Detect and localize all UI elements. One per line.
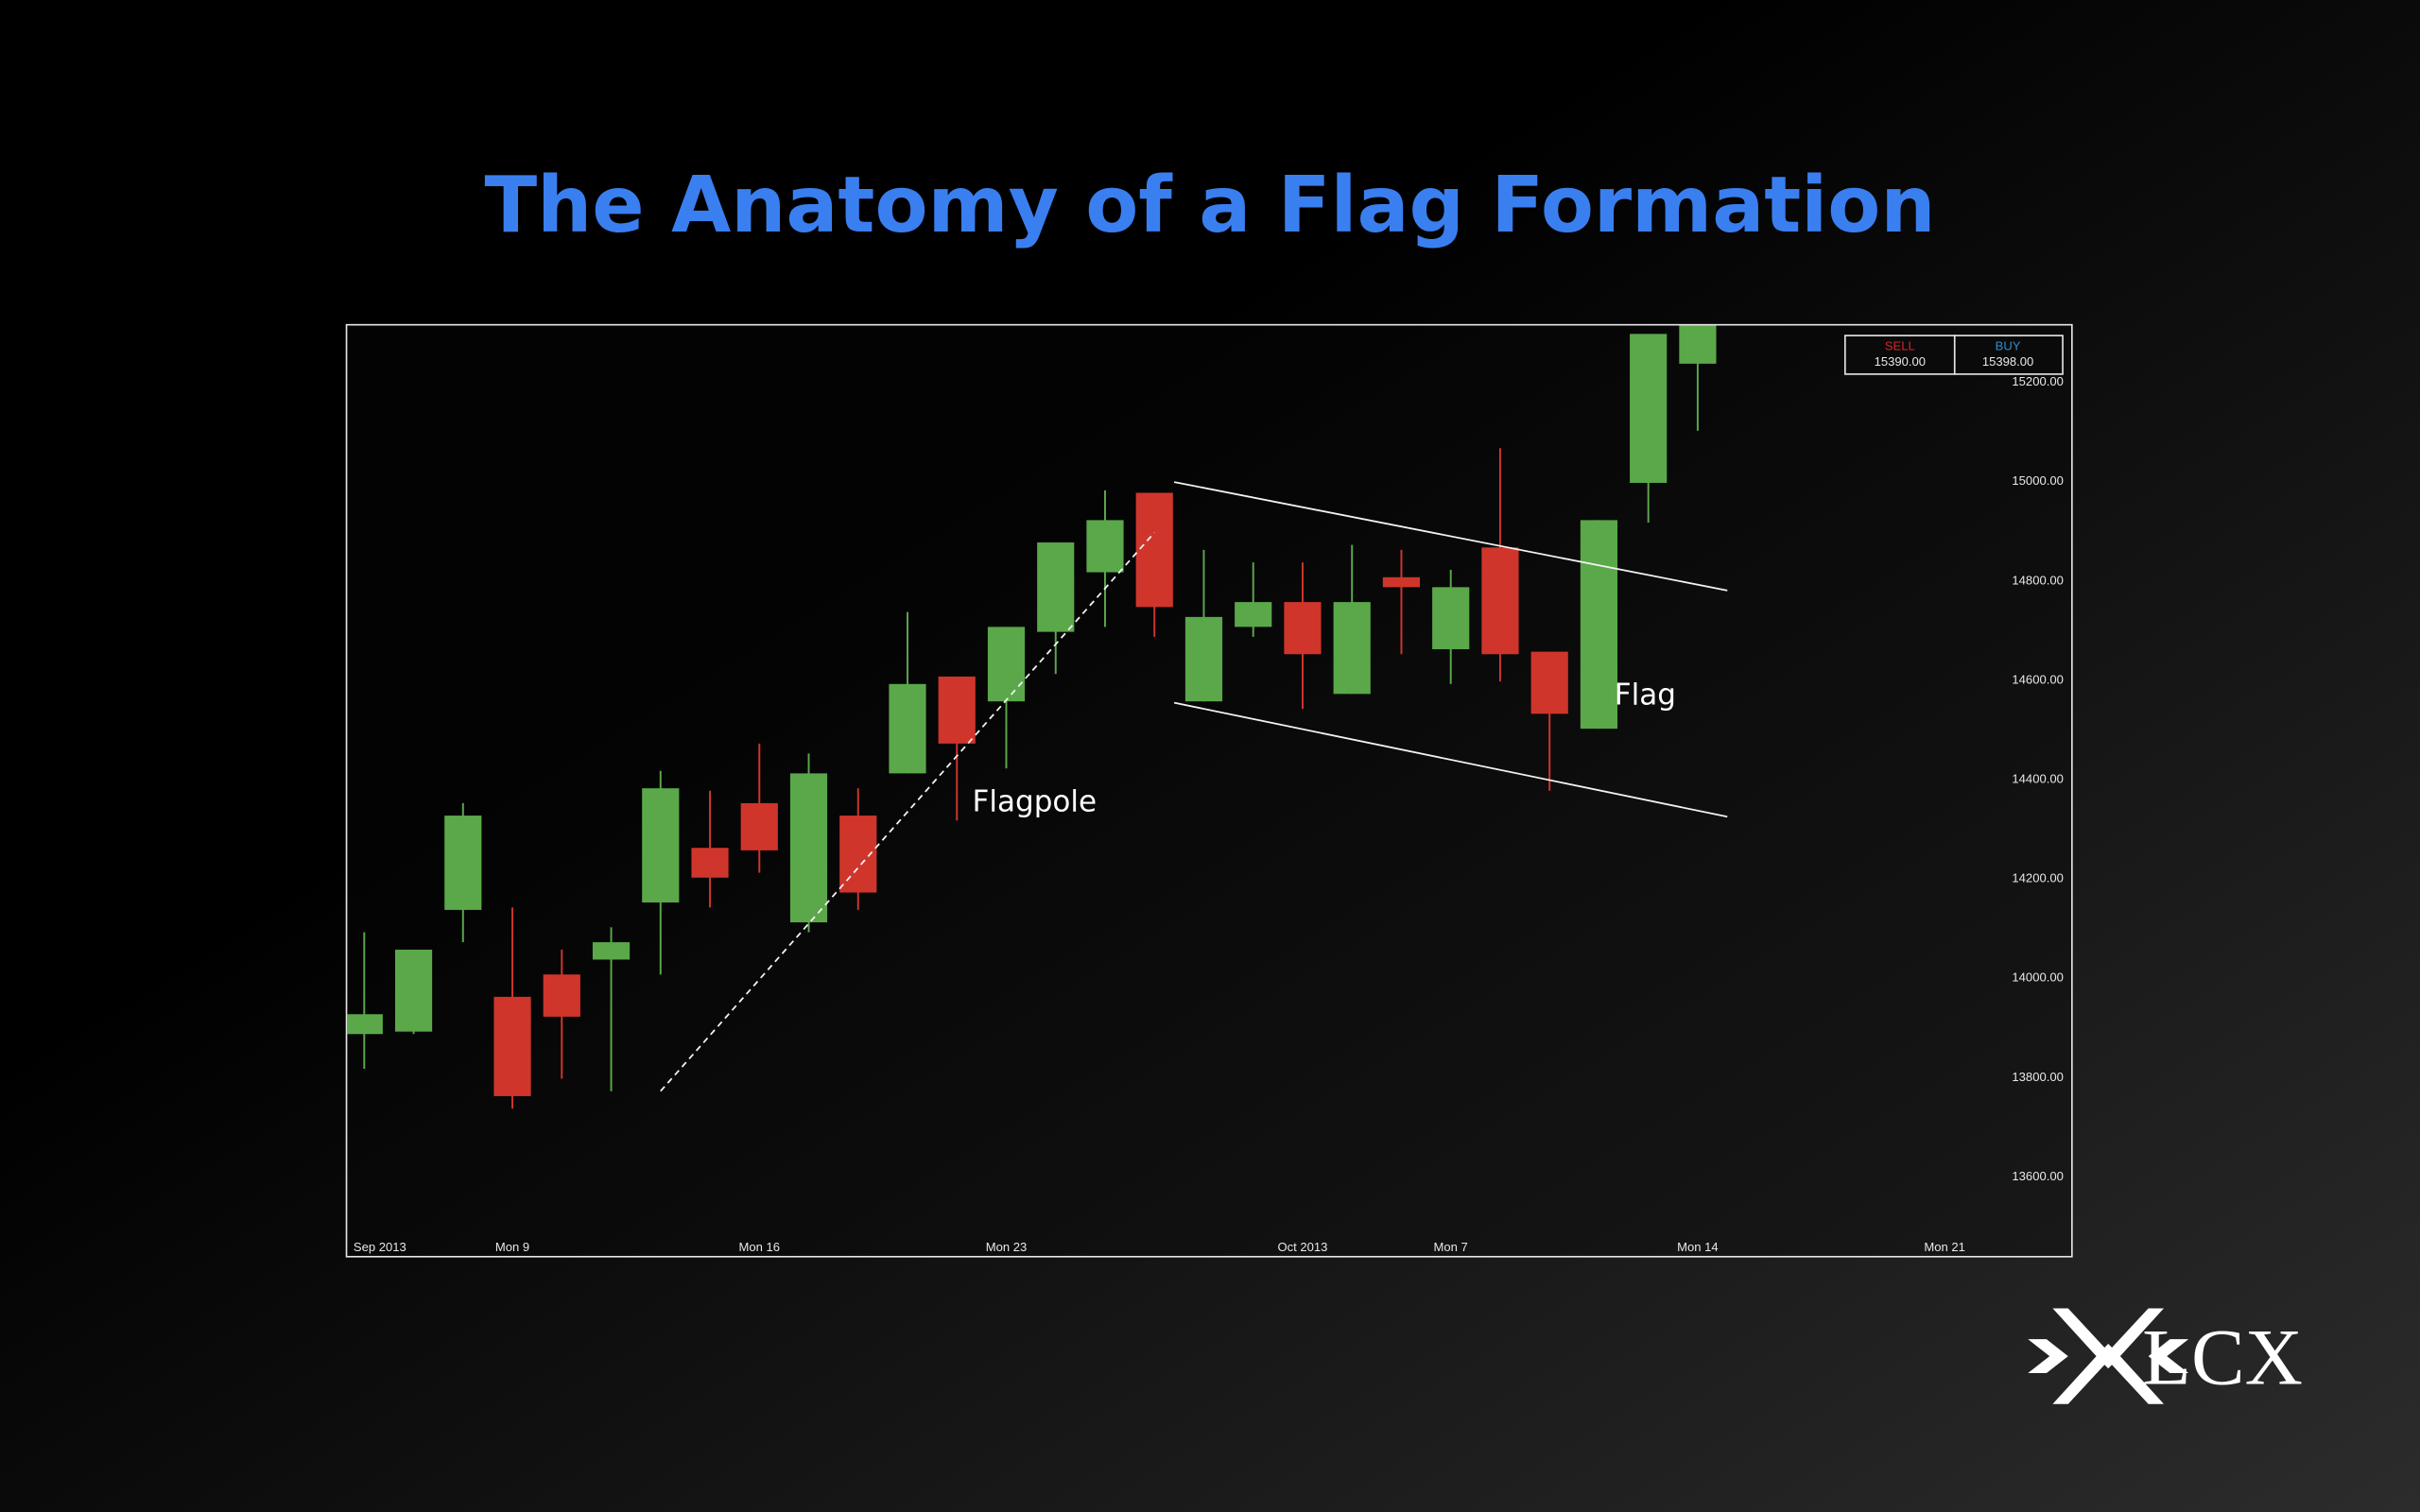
candle-body	[493, 996, 531, 1096]
flagpole-label: Flagpole	[973, 785, 1098, 819]
candle-body	[1037, 542, 1075, 632]
candle-2013-09-19	[889, 611, 926, 774]
chart-frame	[345, 323, 2073, 1258]
chart: Flagpole Flag 15200.00 15000.00 14800.00 146…	[345, 323, 2073, 1258]
candle-body	[1432, 587, 1470, 650]
candle-body	[889, 683, 926, 774]
y-tick-label: 14400.00	[2012, 772, 2063, 786]
candle-2013-09-30	[1235, 562, 1272, 637]
annotations: Flagpole Flag	[660, 481, 1728, 1092]
flag-lower-line	[1173, 701, 1728, 818]
candle-body	[394, 949, 433, 1032]
y-tick-label: 15000.00	[2012, 473, 2063, 488]
x-tick-label: Mon 7	[1434, 1240, 1468, 1254]
candle-body	[642, 788, 680, 903]
candle-body	[1679, 325, 1717, 364]
candle-body	[1086, 520, 1124, 573]
page-title: The Anatomy of a Flag Formation	[485, 161, 1936, 250]
x-tick-label: Mon 14	[1677, 1240, 1719, 1254]
buy-cell[interactable]	[1953, 335, 2064, 375]
candle-body	[444, 816, 482, 910]
candle-2013-09-10	[543, 949, 580, 1079]
candle-2013-10-11	[1630, 334, 1668, 524]
candle-2013-09-20	[938, 676, 976, 821]
y-tick-label: 13600.00	[2012, 1169, 2063, 1183]
lcx-cross-chevron-icon	[2028, 1308, 2189, 1404]
candle-body	[1382, 576, 1421, 588]
candle-body	[347, 1014, 383, 1035]
candle-2013-09-05	[394, 949, 433, 1035]
candle-body	[987, 627, 1026, 702]
candle-2013-10-03	[1382, 549, 1421, 655]
candle-2013-09-27	[1184, 549, 1223, 702]
quote-box: SELL 15390.00 BUY 15398.00	[1844, 335, 2064, 375]
candle-2013-10-10	[1580, 520, 1618, 730]
candle-2013-09-12	[642, 770, 680, 975]
candle-body	[789, 773, 828, 923]
candle-body	[1530, 651, 1568, 714]
candle-body	[1284, 602, 1322, 655]
x-tick-label: Mon 16	[738, 1240, 780, 1254]
buy-label: BUY	[1996, 339, 2021, 353]
flag-label: Flag	[1615, 679, 1676, 713]
candle-2013-09-06	[444, 802, 482, 943]
x-tick-label: Oct 2013	[1277, 1240, 1327, 1254]
candle-body	[1630, 334, 1668, 483]
candle-2013-09-23	[987, 627, 1026, 769]
logo-text: LCX	[2142, 1313, 2303, 1401]
sell-value: 15390.00	[1875, 354, 1926, 369]
candle-body	[1135, 492, 1173, 608]
y-tick-label: 14800.00	[2012, 573, 2063, 587]
y-axis: 15200.00 15000.00 14800.00 14600.00 14400.00…	[2012, 374, 2063, 1183]
candle-2013-09-09	[493, 907, 531, 1109]
candle-body	[1184, 616, 1223, 702]
lcx-logo: LCX	[2028, 1308, 2303, 1404]
candle-2013-09-26	[1135, 492, 1173, 637]
x-tick-label: Mon 23	[986, 1240, 1028, 1254]
x-axis: Sep 2013 Mon 9 Mon 16 Mon 23 Oct 2013 Mon 7 Mo…	[354, 1240, 1965, 1254]
candle-body	[1481, 547, 1519, 655]
candle-body	[938, 676, 976, 744]
candle-2013-09-13	[691, 790, 729, 908]
candle-2013-09-25	[1086, 490, 1124, 627]
candle-2013-09-04	[347, 932, 383, 1070]
x-tick-label: Mon 9	[495, 1240, 529, 1254]
candle-2013-10-01	[1284, 562, 1322, 710]
y-tick-label: 14000.00	[2012, 971, 2063, 985]
candle-2013-09-11	[592, 927, 631, 1091]
buy-value: 15398.00	[1982, 354, 2033, 369]
candle-body	[592, 942, 631, 960]
candle-body	[1333, 602, 1371, 695]
y-tick-label: 13800.00	[2012, 1070, 2063, 1084]
candle-2013-10-14	[1679, 325, 1717, 431]
candle-2013-10-02	[1333, 544, 1371, 695]
candle-body	[691, 848, 729, 878]
candle-body	[740, 802, 778, 850]
y-tick-label: 14600.00	[2012, 672, 2063, 686]
candle-2013-09-24	[1037, 542, 1075, 675]
flagpole-line	[660, 531, 1155, 1092]
candle-body	[1235, 602, 1272, 627]
candles	[347, 325, 1717, 1109]
candle-2013-09-17	[789, 753, 828, 933]
x-tick-label: Mon 21	[1924, 1240, 1965, 1254]
candle-body	[1580, 520, 1618, 730]
flag-upper-line	[1173, 481, 1728, 592]
y-tick-label: 15200.00	[2012, 374, 2063, 388]
candle-2013-09-16	[740, 743, 778, 873]
candle-2013-10-09	[1530, 651, 1568, 791]
x-tick-label: Sep 2013	[354, 1240, 406, 1254]
sell-label: SELL	[1885, 339, 1915, 353]
candle-2013-10-08	[1481, 448, 1519, 682]
candle-2013-10-07	[1432, 569, 1470, 684]
y-tick-label: 14200.00	[2012, 871, 2063, 885]
candle-body	[543, 974, 580, 1017]
